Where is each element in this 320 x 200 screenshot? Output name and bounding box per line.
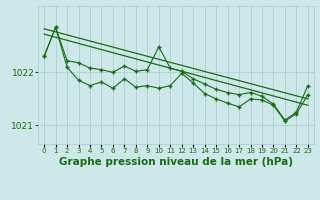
X-axis label: Graphe pression niveau de la mer (hPa): Graphe pression niveau de la mer (hPa)	[59, 157, 293, 167]
